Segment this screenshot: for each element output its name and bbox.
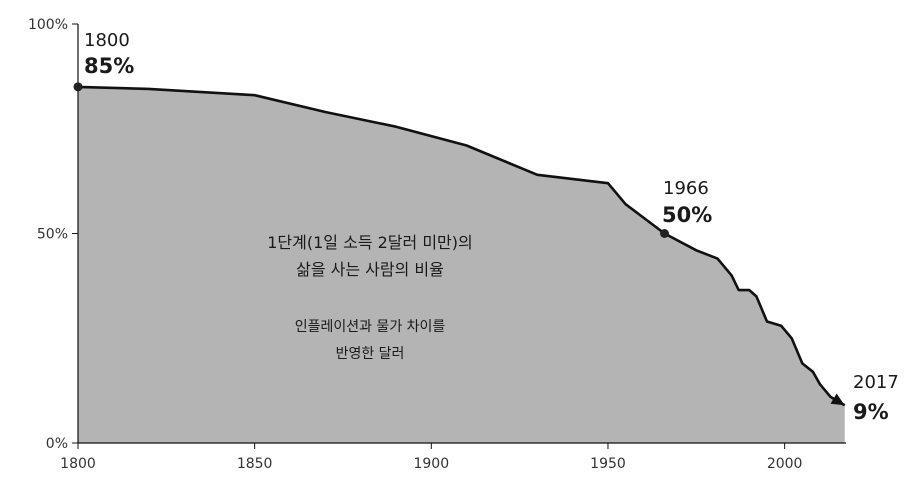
y-tick-label-100: 100% [28, 17, 68, 33]
annotation-2017-value: 9% [853, 400, 889, 424]
marker-1966 [660, 229, 670, 238]
annotation-2017-year: 2017 [853, 372, 899, 393]
x-tick-label-1900: 1900 [413, 456, 449, 472]
arrow-2017 [830, 393, 845, 406]
x-tick-label-1800: 1800 [60, 456, 96, 472]
series-line [77, 85, 846, 407]
area-fill [78, 86, 845, 444]
y-tick-label-0: 0% [46, 436, 68, 452]
marker-1800 [73, 82, 83, 92]
y-tick-label-50: 50% [37, 227, 68, 243]
x-tick-label-1950: 1950 [590, 456, 626, 472]
area-title-line-2: 삶을 사는 사람의 비율 [296, 260, 444, 279]
annotation-1800-value: 85% [84, 54, 134, 78]
x-tick-label-2000: 2000 [767, 456, 803, 472]
annotation-1800-year: 1800 [84, 30, 130, 51]
x-tick-label-1850: 1850 [237, 456, 273, 472]
area-subtitle-line-2: 반영한 달러 [336, 346, 405, 362]
annotation-1966-year: 1966 [663, 178, 709, 199]
annotation-1966-value: 50% [662, 203, 712, 227]
area-title-line-1: 1단계(1일 소득 2달러 미만)의 [267, 233, 472, 252]
area-subtitle-line-1: 인플레이션과 물가 차이를 [295, 319, 446, 335]
axis-ticks: 1800 1850 1900 1950 2000 0% 50% 100% [28, 17, 802, 472]
